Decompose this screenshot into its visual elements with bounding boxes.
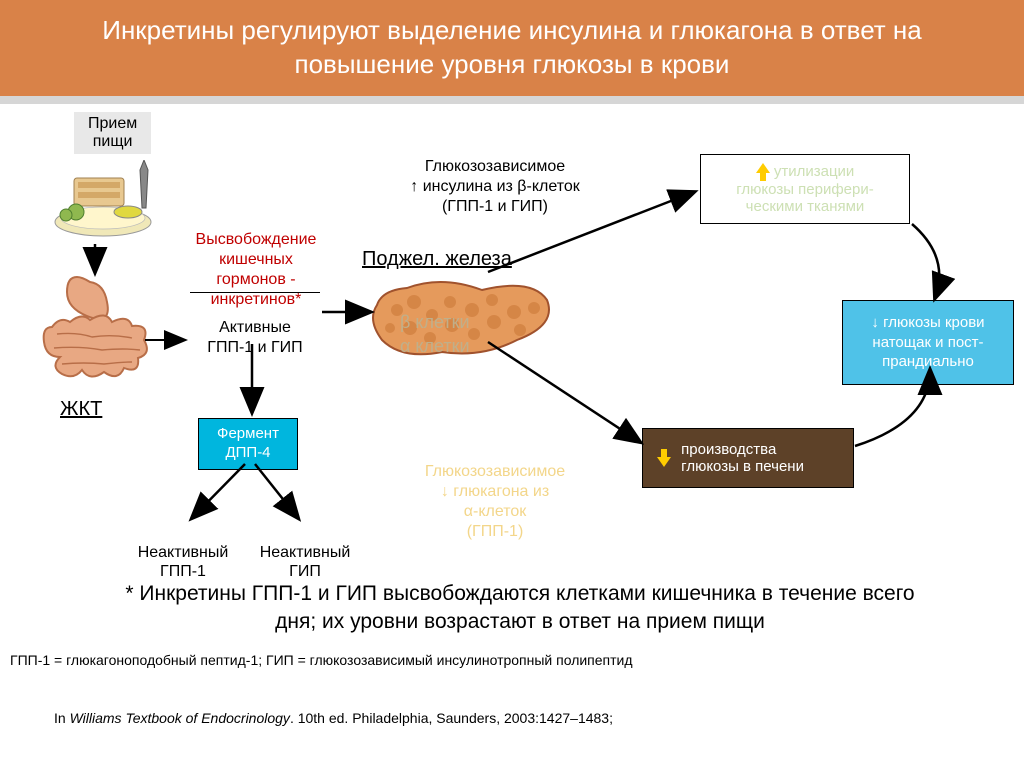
gi-label: ЖКТ xyxy=(60,398,102,421)
result-text: ↓ глюкозы крови натощак и пост- прандиал… xyxy=(871,314,984,370)
food-label-tab: Прием пищи xyxy=(74,112,151,154)
abbrev-note: ГПП-1 = глюкагоноподобный пептид-1; ГИП … xyxy=(10,652,633,668)
active-hormones-label: Активные ГПП-1 и ГИП xyxy=(190,298,320,358)
reference-note: In Williams Textbook of Endocrinology. 1… xyxy=(54,710,613,726)
insulin-label: Глюкозозависимое ↑ инсулина из β-клеток … xyxy=(380,137,610,217)
divider xyxy=(190,292,320,293)
liver-box: производства глюкозы в печени xyxy=(642,428,854,488)
food-label: Прием пищи xyxy=(88,115,137,150)
inactive-gip-label: Неактивный ГИП xyxy=(250,524,360,582)
arrow-down-icon xyxy=(657,449,671,467)
asterisk-note: * Инкретины ГПП-1 и ГИП высвобождаются к… xyxy=(110,580,930,637)
food-icon xyxy=(48,160,168,245)
glucagon-label: Глюкозозависимое ↓ глюкагона из α-клеток… xyxy=(400,442,590,542)
uptake-box: утилизации глюкозы перифери- ческими тка… xyxy=(700,154,910,224)
pancreas-title: Поджел. железа xyxy=(362,248,512,271)
result-box: ↓ глюкозы крови натощак и пост- прандиал… xyxy=(842,300,1014,385)
diagram-stage: Прием пищи ЖКТ Высвобождение кишечных го… xyxy=(0,112,1024,767)
inactive-glp-label: Неактивный ГПП-1 xyxy=(128,524,238,582)
pancreas-cells-label: β клетки α клетки xyxy=(400,288,470,358)
title-banner: Инкретины регулируют выделение инсулина … xyxy=(0,0,1024,104)
gi-tract-icon xyxy=(32,272,162,397)
arrow-up-icon xyxy=(756,163,770,181)
incretin-release-label: Высвобождение кишечных гормонов - инкрет… xyxy=(172,210,340,310)
liver-text: производства глюкозы в печени xyxy=(681,441,804,475)
dpp4-box: Фермент ДПП-4 xyxy=(198,418,298,470)
dpp4-text: Фермент ДПП-4 xyxy=(217,425,279,461)
page-title: Инкретины регулируют выделение инсулина … xyxy=(102,15,922,79)
